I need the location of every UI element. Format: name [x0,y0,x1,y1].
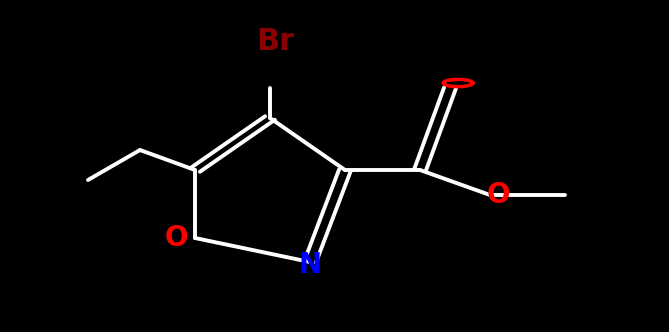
Text: Br: Br [256,28,294,56]
Text: O: O [165,224,188,252]
Text: O: O [486,181,510,209]
Text: N: N [298,251,322,279]
